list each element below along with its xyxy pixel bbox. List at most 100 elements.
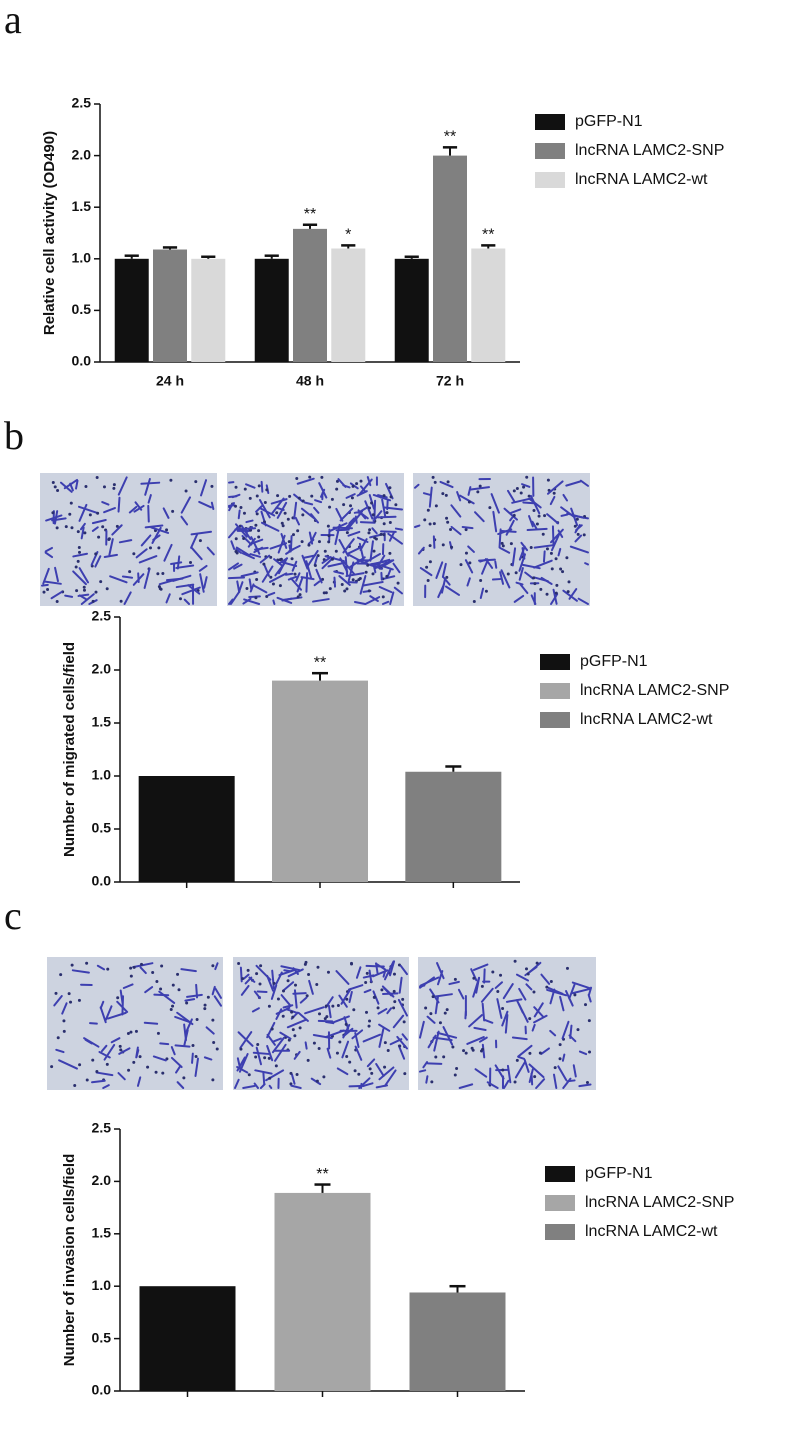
cell bbox=[425, 1075, 429, 1084]
cell bbox=[557, 547, 562, 557]
cell bbox=[158, 990, 176, 1004]
cell bbox=[389, 591, 395, 605]
cell bbox=[435, 561, 444, 579]
cell bbox=[333, 576, 337, 588]
cell bbox=[159, 1042, 170, 1046]
cell-dot bbox=[386, 1048, 390, 1052]
cell bbox=[478, 1036, 488, 1043]
cell-dot bbox=[335, 479, 339, 483]
cell bbox=[303, 501, 314, 506]
cell-dot bbox=[322, 591, 326, 595]
cell bbox=[248, 578, 253, 591]
cell-dot bbox=[308, 475, 312, 479]
cell bbox=[276, 596, 293, 604]
cell bbox=[531, 1023, 536, 1032]
cell bbox=[345, 493, 356, 499]
cell-dot bbox=[512, 489, 516, 493]
cell bbox=[271, 1036, 285, 1054]
cell bbox=[371, 562, 381, 567]
cell-dot bbox=[553, 1066, 557, 1070]
cell bbox=[118, 539, 133, 544]
cell-dot bbox=[585, 1080, 589, 1084]
legend-swatch bbox=[545, 1224, 575, 1240]
cell bbox=[382, 968, 387, 978]
cell bbox=[153, 993, 170, 997]
cell bbox=[266, 1033, 276, 1046]
cell bbox=[304, 1006, 325, 1015]
cell bbox=[95, 1071, 114, 1077]
cell-dot bbox=[269, 575, 273, 579]
cell-dot bbox=[102, 485, 106, 489]
cell bbox=[469, 486, 491, 491]
cell bbox=[242, 973, 250, 980]
cell bbox=[228, 481, 235, 484]
cell bbox=[519, 583, 529, 595]
y-tick-label: 2.5 bbox=[92, 608, 112, 624]
cell-dot bbox=[115, 524, 119, 528]
cell bbox=[293, 1050, 301, 1060]
cell bbox=[301, 554, 309, 570]
cell-dot bbox=[468, 561, 472, 565]
cell-dot bbox=[464, 551, 468, 555]
cell-dot bbox=[257, 484, 261, 488]
cell bbox=[176, 1081, 185, 1089]
cell-dot bbox=[189, 561, 193, 565]
cell-dot bbox=[364, 981, 368, 985]
cell bbox=[206, 546, 215, 556]
cell bbox=[338, 538, 350, 557]
cell-dot bbox=[165, 528, 169, 532]
cell-dot bbox=[301, 513, 305, 517]
cell-dot bbox=[396, 581, 400, 585]
cell bbox=[110, 1037, 121, 1044]
cell bbox=[180, 968, 197, 973]
cell-dot bbox=[431, 995, 435, 999]
cell-dot bbox=[382, 522, 386, 526]
cell bbox=[362, 580, 384, 587]
cell bbox=[481, 1002, 486, 1022]
cell bbox=[505, 519, 515, 536]
cell-dot bbox=[476, 490, 480, 494]
cell bbox=[566, 1079, 576, 1083]
cell-dot bbox=[91, 1058, 95, 1062]
cell bbox=[293, 989, 298, 1009]
x-tick-label: 72 h bbox=[436, 373, 464, 389]
cell bbox=[277, 557, 288, 575]
cell bbox=[363, 988, 372, 994]
cell-dot bbox=[392, 972, 396, 976]
cell-dot bbox=[348, 1060, 352, 1064]
cell-dot bbox=[515, 1058, 519, 1062]
cell-dot bbox=[62, 1029, 66, 1033]
cell-dot bbox=[246, 968, 250, 972]
cell bbox=[481, 1043, 486, 1059]
cell bbox=[186, 993, 203, 998]
cell bbox=[327, 562, 343, 568]
cell-dot bbox=[545, 985, 549, 989]
cell bbox=[72, 552, 89, 558]
cell-dot bbox=[211, 1078, 215, 1082]
cell-dot bbox=[514, 571, 518, 575]
cell bbox=[302, 554, 316, 559]
cell-dot bbox=[151, 970, 155, 974]
cell-dot bbox=[357, 1072, 361, 1076]
cell bbox=[559, 995, 565, 1012]
cell-dot bbox=[509, 542, 513, 546]
cell bbox=[376, 494, 388, 499]
cell-dot bbox=[267, 1056, 271, 1060]
cell-dot bbox=[532, 576, 536, 580]
cell-dot bbox=[370, 1071, 374, 1075]
cell bbox=[269, 542, 288, 550]
cell bbox=[427, 1034, 437, 1049]
cell-dot bbox=[154, 1070, 158, 1074]
cell bbox=[470, 968, 478, 982]
cell bbox=[533, 1014, 548, 1024]
cell bbox=[280, 533, 288, 549]
cell-dot bbox=[368, 1019, 372, 1023]
cell bbox=[496, 998, 503, 1019]
cell bbox=[503, 507, 518, 521]
panel-label: b bbox=[4, 413, 24, 458]
cell-dot bbox=[545, 592, 549, 596]
significance: ** bbox=[482, 227, 494, 244]
cell bbox=[91, 1079, 106, 1084]
cell-dot bbox=[77, 998, 81, 1002]
cell bbox=[103, 507, 116, 514]
